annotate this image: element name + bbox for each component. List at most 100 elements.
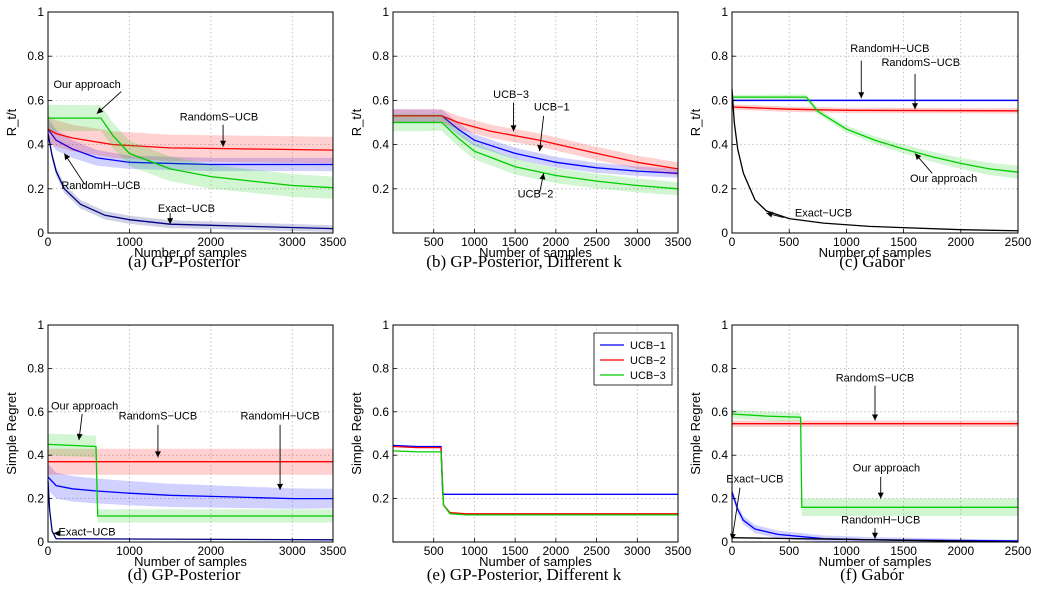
series-line [731, 413, 1018, 508]
annotation-label: RandomH−UCB [61, 180, 140, 192]
y-tick-label: 1 [37, 5, 44, 19]
legend-label: UCB−3 [630, 370, 666, 382]
series-2 [732, 94, 1019, 179]
x-tick-label: 3000 [279, 235, 306, 249]
plot-frame [731, 11, 1019, 234]
x-tick-label: 2000 [543, 544, 570, 558]
y-tick-label: 0.6 [711, 405, 728, 419]
y-tick-label: 0.2 [372, 182, 389, 196]
series-0 [732, 99, 1018, 102]
panel-caption: (d) GP-Posterior [128, 565, 241, 584]
series-0 [47, 118, 333, 172]
y-axis-label: R_t/t [688, 108, 703, 136]
annotation-arrow [63, 153, 86, 185]
series-2 [393, 113, 679, 196]
annotation-0: RandomH−UCB [850, 43, 929, 99]
x-tick-label: 1000 [833, 235, 860, 249]
annotation-0: RandomS−UCB [836, 372, 914, 421]
annotation-3: Exact−UCB [766, 207, 852, 219]
grid [732, 325, 1018, 542]
series-line [731, 106, 1019, 112]
y-tick-label: 0.8 [372, 361, 389, 375]
series-line [47, 128, 333, 166]
annotation-arrowhead [154, 451, 161, 458]
annotation-arrowhead [872, 414, 878, 421]
series-line [393, 121, 679, 190]
x-tick-label: 2500 [1005, 544, 1032, 558]
annotation-1: RandomS−UCB [180, 111, 258, 147]
annotation-0: Our approach [51, 401, 118, 441]
panel-caption: (f) Gabór [840, 565, 904, 584]
annotation-arrowhead [858, 92, 865, 99]
series-3 [47, 129, 334, 232]
annotation-1: RandomS−UCB [119, 410, 197, 458]
x-tick-label: 2500 [1005, 235, 1032, 249]
y-tick-label: 0 [721, 226, 728, 240]
y-tick-label: 0.6 [711, 93, 728, 107]
x-tick-label: 3500 [665, 235, 692, 249]
panel-a: 0 1000 2000 3000 3500 0 0.2 0.4 0.6 0.8 1 Number of… [4, 5, 347, 271]
panel-c: 0 500 1000 1500 2000 2500 0 0.2 0.4 0.6 0.8 1 Number… [688, 5, 1032, 271]
series-line [393, 115, 679, 174]
x-axis-label: Number of samples [819, 245, 932, 260]
x-tick-label: 1000 [461, 235, 488, 249]
legend-box [593, 332, 673, 386]
series-line [47, 443, 333, 517]
y-tick-label: 0.2 [711, 492, 728, 506]
legend: UCB−1 UCB−2 UCB−3 [593, 332, 673, 386]
series-band [48, 118, 333, 172]
y-tick-label: 0.4 [27, 448, 44, 462]
panel-caption: (c) Gabór [839, 252, 905, 271]
series-band [48, 104, 333, 199]
series-band [732, 409, 1018, 516]
x-tick-label: 2000 [543, 235, 570, 249]
y-tick-label: 0 [37, 535, 44, 549]
x-tick-label: 2500 [583, 235, 610, 249]
annotation-arrowhead [76, 433, 83, 441]
annotation-label: RandomH−UCB [240, 410, 319, 422]
annotation-arrowhead [915, 153, 922, 160]
x-tick-label: 1000 [461, 544, 488, 558]
grid [732, 12, 1018, 233]
annotation-label: Exact−UCB [58, 526, 115, 538]
annotation-0: UCB−3 [493, 89, 529, 132]
series-0 [392, 444, 678, 495]
series-band [48, 433, 333, 523]
y-tick-label: 0.4 [711, 138, 728, 152]
plot-frame [731, 324, 1019, 543]
y-tick-label: 0.4 [372, 138, 389, 152]
annotation-label: RandomS−UCB [881, 57, 960, 69]
y-tick-label: 0.4 [27, 138, 44, 152]
series-line [732, 96, 1019, 173]
panel-caption: (a) GP-Posterior [128, 252, 240, 271]
y-tick-label: 0.2 [372, 492, 389, 506]
y-tick-label: 1 [721, 318, 728, 332]
annotation-label: Our approach [53, 79, 120, 91]
annotation-2: UCB−2 [518, 173, 553, 201]
x-tick-label: 1500 [890, 235, 917, 249]
y-tick-label: 0.4 [372, 448, 389, 462]
panel-caption: (b) GP-Posterior, Different k [426, 252, 622, 271]
annotation-arrowhead [167, 218, 174, 225]
x-tick-label: 1500 [502, 235, 529, 249]
series-line [392, 450, 678, 516]
y-axis-label: R_t/t [349, 108, 364, 136]
annotation-arrowhead [53, 530, 60, 537]
series-2 [47, 433, 333, 523]
y-tick-label: 0.2 [27, 182, 44, 196]
series-1 [47, 115, 334, 164]
x-tick-label: 0 [45, 544, 52, 558]
y-tick-label: 1 [382, 318, 389, 332]
series-1 [48, 448, 333, 475]
y-tick-label: 0.6 [27, 405, 44, 419]
x-tick-label: 500 [424, 235, 444, 249]
y-tick-label: 0.8 [711, 361, 728, 375]
annotation-label: Exact−UCB [158, 203, 215, 215]
series-line [47, 133, 334, 230]
plot-frame [392, 324, 679, 543]
annotation-label: Our approach [853, 462, 920, 474]
x-axis-label: Number of samples [819, 554, 932, 569]
x-tick-label: 3500 [320, 544, 347, 558]
x-tick-label: 2000 [947, 544, 974, 558]
annotation-label: Our approach [910, 173, 977, 185]
